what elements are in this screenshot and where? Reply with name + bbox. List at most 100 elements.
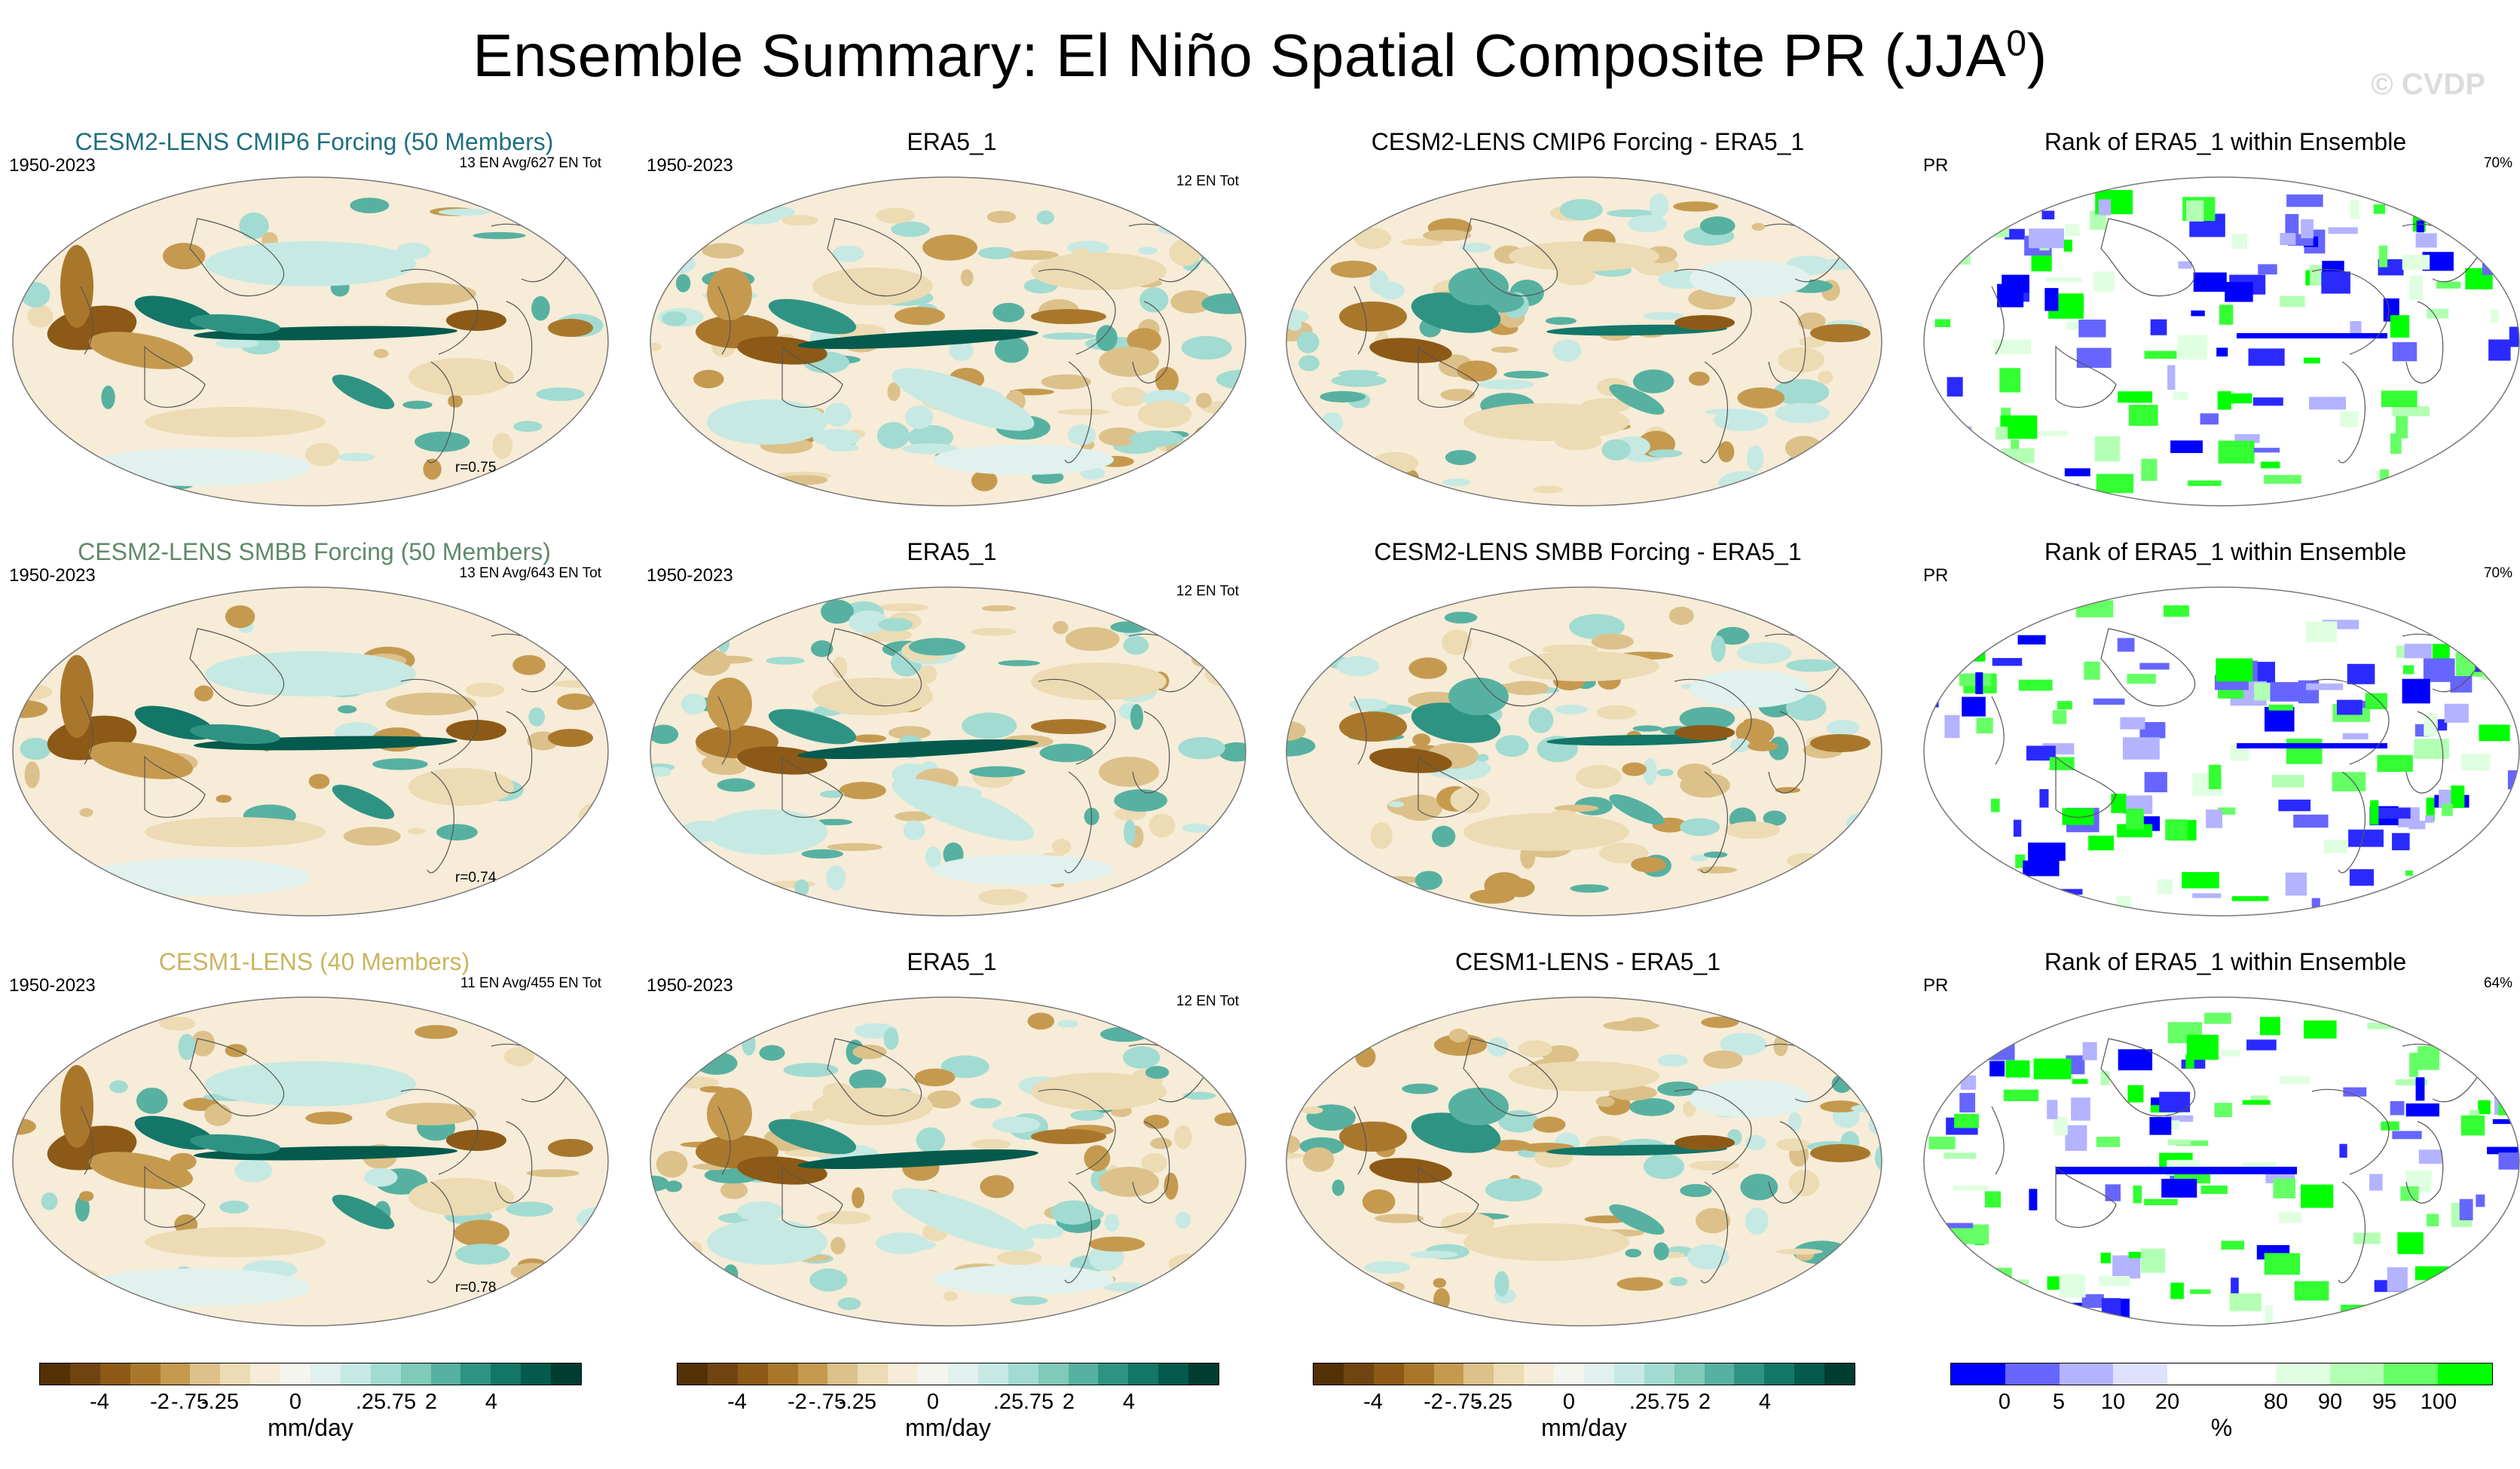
rank-cell	[2466, 436, 2482, 453]
anomaly-patch	[1287, 1262, 1311, 1272]
rank-cell	[1996, 426, 2008, 440]
colorbar-unit: mm/day	[268, 1414, 353, 1441]
rank-cell	[1999, 368, 2021, 393]
anomaly-patch	[717, 1033, 734, 1050]
anomaly-patch	[1775, 402, 1830, 424]
rank-cell	[2222, 1049, 2240, 1057]
rank-cell	[2395, 415, 2408, 439]
coastline	[400, 678, 479, 765]
coastline	[1463, 628, 1558, 707]
anomaly-patch	[794, 879, 809, 897]
colorbar-swatch	[1794, 1363, 1825, 1385]
anomaly-patch	[1874, 1144, 1882, 1171]
anomaly-blob	[1031, 309, 1106, 324]
rank-cell	[2082, 1042, 2097, 1060]
rank-cell	[1961, 459, 1973, 469]
colorbar-swatch	[2005, 1363, 2060, 1385]
colorbar-swatch	[430, 1363, 461, 1385]
rank-cell	[2408, 820, 2426, 830]
rank-band	[2056, 1167, 2297, 1174]
anomaly-patch	[500, 479, 516, 497]
colorbar-tick: 4	[1758, 1390, 1772, 1414]
anomaly-patch	[1039, 743, 1093, 763]
rank-cell	[2149, 1116, 2172, 1135]
anomaly-patch	[1286, 1247, 1313, 1266]
colorbar-tick: .75	[1023, 1390, 1054, 1414]
rank-cell	[2435, 602, 2462, 622]
anomaly-patch	[1286, 308, 1309, 326]
anomaly-patch	[1625, 1248, 1642, 1258]
rank-cell	[2349, 869, 2374, 886]
colorbar-swatch	[130, 1363, 161, 1385]
rank-cell	[2252, 397, 2283, 406]
anomaly-patch	[1024, 1223, 1064, 1239]
rank-cell	[2332, 772, 2366, 791]
rank-cell	[2163, 605, 2189, 617]
colorbar-tick: -.75	[171, 1390, 209, 1414]
anomaly-patch	[1440, 1212, 1495, 1235]
anomaly-patch	[454, 1220, 510, 1247]
colorbar-swatch	[280, 1363, 311, 1385]
anomaly-blob	[1099, 347, 1159, 377]
anomaly-blob	[190, 314, 280, 335]
anomaly-patch	[1286, 1298, 1324, 1314]
anomaly-patch	[1533, 485, 1564, 494]
anomaly-patch	[1286, 620, 1298, 639]
colorbar-unit: mm/day	[1541, 1414, 1627, 1441]
anomaly-patch	[1371, 451, 1419, 474]
anomaly-patch	[305, 442, 340, 467]
rank-cell	[2348, 829, 2384, 847]
coastline	[827, 218, 922, 297]
anomaly-blob	[1690, 670, 1810, 708]
anomaly-patch	[998, 660, 1041, 666]
anomaly-blob	[1339, 301, 1407, 332]
anomaly-patch	[1109, 1305, 1154, 1312]
colorbar-swatch	[400, 1363, 431, 1385]
coastline	[427, 1181, 454, 1284]
coastline	[1038, 678, 1116, 765]
anomaly-patch	[812, 429, 861, 447]
anomaly-patch	[1680, 1183, 1712, 1198]
anomaly-patch	[1130, 430, 1184, 447]
rank-cell	[2377, 754, 2413, 773]
anomaly-patch	[1155, 366, 1179, 393]
anomaly-patch	[1181, 637, 1201, 656]
event-count: 12 EN Tot	[1176, 583, 1239, 599]
panel-diff-row3: CESM1-LENS - ERA5_1	[1283, 948, 1893, 1340]
anomaly-patch	[1831, 443, 1850, 454]
anomaly-patch	[1595, 1096, 1615, 1107]
anomaly-blob	[1031, 719, 1106, 734]
anomaly-blob	[408, 1178, 514, 1216]
anomaly-patch	[1680, 818, 1720, 837]
anomaly-patch	[1445, 450, 1476, 465]
rank-cell	[1944, 715, 1960, 739]
colorbar-swatch	[69, 1363, 100, 1385]
rank-cell	[2402, 665, 2414, 675]
rank-cell	[2404, 644, 2432, 659]
rank-cell	[2293, 814, 2329, 828]
rank-cell	[2511, 1085, 2519, 1109]
pattern-correlation: r=0.78	[455, 1280, 497, 1296]
rank-cell	[1944, 1152, 1977, 1159]
anomaly-patch	[1484, 872, 1525, 899]
anomaly-patch	[503, 1047, 535, 1067]
anomaly-patch	[1657, 1054, 1688, 1067]
rank-cell	[2301, 1184, 2334, 1208]
anomaly-patch	[994, 336, 1029, 363]
anomaly-patch	[1737, 642, 1792, 664]
colorbar-swatch	[521, 1363, 552, 1385]
anomaly-patch	[1701, 1016, 1739, 1028]
anomaly-patch	[1297, 331, 1320, 353]
rank-cell	[2265, 1305, 2274, 1326]
anomaly-blob	[145, 817, 326, 847]
anomaly-patch	[13, 610, 25, 621]
anomaly-patch	[1164, 1172, 1179, 1200]
anomaly-patch	[455, 1244, 510, 1265]
anomaly-patch	[57, 1292, 99, 1302]
rank-cell	[2096, 1137, 2121, 1147]
anomaly-patch	[1747, 445, 1764, 472]
anomaly-patch	[1703, 1050, 1743, 1069]
colorbar-ticks: -4 -2 -.75 -.25 0 .25.75 2 4	[1313, 1390, 1855, 1414]
rank-cell	[2200, 1186, 2228, 1195]
anomaly-patch	[13, 614, 19, 624]
